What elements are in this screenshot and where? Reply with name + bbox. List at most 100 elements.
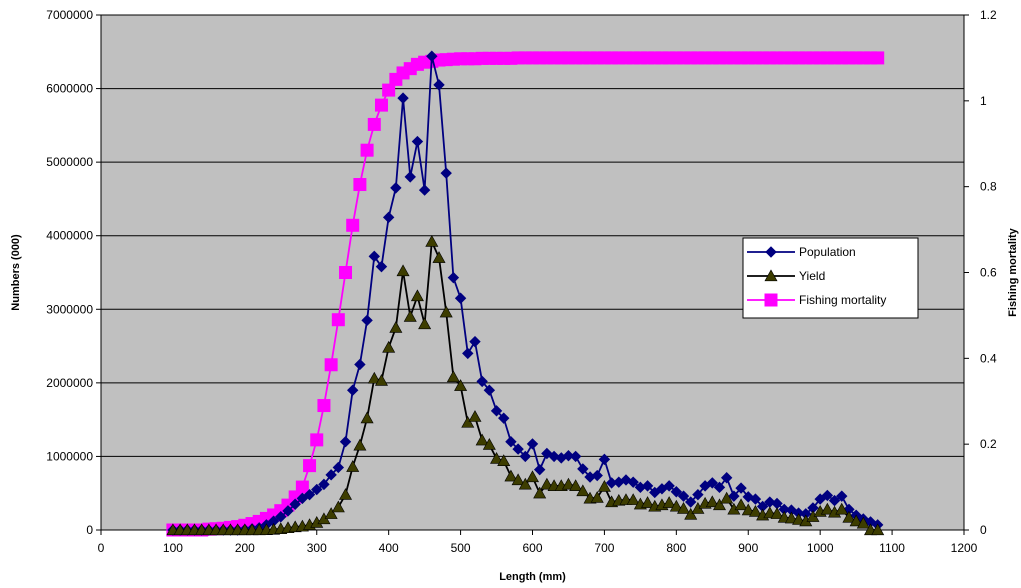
data-point	[404, 171, 416, 183]
y-tick-label: 1000000	[46, 449, 93, 463]
x-tick-label: 600	[522, 541, 542, 555]
data-point	[677, 502, 691, 514]
y2-tick-label: 0.2	[980, 437, 997, 451]
data-point	[469, 335, 481, 348]
data-point	[418, 184, 431, 196]
data-point	[454, 379, 468, 391]
data-point	[360, 411, 374, 424]
x-tick-label: 1200	[951, 541, 978, 555]
data-point	[318, 478, 330, 491]
data-point	[324, 507, 338, 519]
data-point	[735, 482, 747, 494]
series-population	[167, 50, 884, 536]
data-point	[525, 470, 540, 483]
data-point	[354, 358, 366, 371]
y-tick-label: 3000000	[46, 302, 93, 316]
x-axis-title: Length (mm)	[499, 571, 566, 583]
data-point	[339, 436, 352, 448]
y2-tick-label: 0.6	[980, 266, 997, 280]
data-point	[784, 511, 798, 524]
data-point	[325, 469, 337, 481]
data-point	[339, 266, 353, 279]
x-tick-label: 500	[451, 541, 471, 555]
data-point	[669, 499, 683, 512]
data-point	[346, 460, 360, 472]
data-point	[482, 438, 496, 450]
data-point	[389, 321, 403, 333]
y-tick-label: 5000000	[46, 155, 93, 169]
y2-axis-title: Fishing mortality	[1007, 227, 1019, 317]
data-point	[425, 234, 439, 247]
data-point	[792, 513, 806, 525]
x-tick-label: 400	[379, 541, 399, 555]
series-yield	[166, 234, 885, 536]
data-point	[562, 449, 575, 462]
data-point	[519, 450, 532, 463]
data-point	[498, 412, 510, 424]
data-point	[311, 483, 323, 496]
data-point	[663, 480, 675, 492]
data-point	[347, 384, 359, 396]
data-point	[684, 507, 698, 520]
data-point	[454, 292, 467, 304]
series-layer	[166, 50, 885, 537]
data-point	[497, 454, 511, 466]
y-tick-label: 0	[86, 523, 93, 537]
data-point	[433, 79, 445, 91]
data-point	[382, 83, 396, 97]
data-point	[641, 480, 654, 492]
data-point	[353, 178, 367, 192]
data-point	[670, 486, 683, 498]
data-point	[871, 523, 885, 536]
data-point	[475, 433, 489, 446]
data-point	[526, 438, 539, 450]
data-point	[692, 488, 704, 501]
data-point	[440, 167, 452, 179]
y-tick-label: 4000000	[46, 229, 93, 243]
data-point	[353, 438, 367, 451]
data-point	[849, 514, 863, 527]
data-point	[741, 503, 755, 516]
x-tick-label: 100	[163, 541, 183, 555]
data-point	[432, 251, 446, 263]
data-point	[590, 491, 604, 503]
y-axis-left: 0 1000000 2000000 3000000 4000000 5000000 6000…	[46, 8, 101, 537]
data-point	[770, 507, 784, 519]
data-point	[748, 504, 762, 517]
data-point	[871, 51, 885, 65]
data-point	[374, 374, 388, 386]
x-tick-label: 200	[235, 541, 255, 555]
data-point	[720, 472, 733, 484]
x-axis: 0 100 200 300 400 500 600 700 800 900 1000 1100 1200	[98, 530, 978, 555]
data-point	[518, 477, 532, 490]
data-point	[627, 476, 639, 488]
x-tick-label: 1100	[879, 541, 905, 555]
data-point	[677, 490, 690, 502]
y2-tick-label: 0	[980, 523, 987, 537]
data-point	[303, 488, 316, 501]
data-point	[462, 347, 474, 360]
data-point	[649, 486, 661, 499]
data-point	[505, 436, 517, 448]
data-point	[842, 510, 856, 523]
data-point	[720, 491, 734, 504]
data-point	[397, 92, 409, 104]
data-point	[289, 498, 301, 510]
legend-entry-label: Yield	[799, 269, 825, 283]
x-tick-label: 800	[666, 541, 686, 555]
data-point	[374, 98, 388, 112]
data-point	[713, 481, 726, 494]
data-point	[303, 459, 317, 473]
data-point	[821, 489, 834, 502]
data-point	[856, 516, 870, 529]
data-point	[662, 496, 676, 508]
data-point	[749, 493, 762, 505]
data-point	[685, 496, 697, 508]
data-point	[504, 469, 518, 482]
data-point	[764, 269, 778, 282]
data-point	[410, 289, 424, 302]
data-point	[360, 143, 374, 157]
data-point	[512, 443, 524, 455]
data-point	[339, 488, 353, 500]
y-axis-title: Numbers (000)	[10, 234, 22, 311]
